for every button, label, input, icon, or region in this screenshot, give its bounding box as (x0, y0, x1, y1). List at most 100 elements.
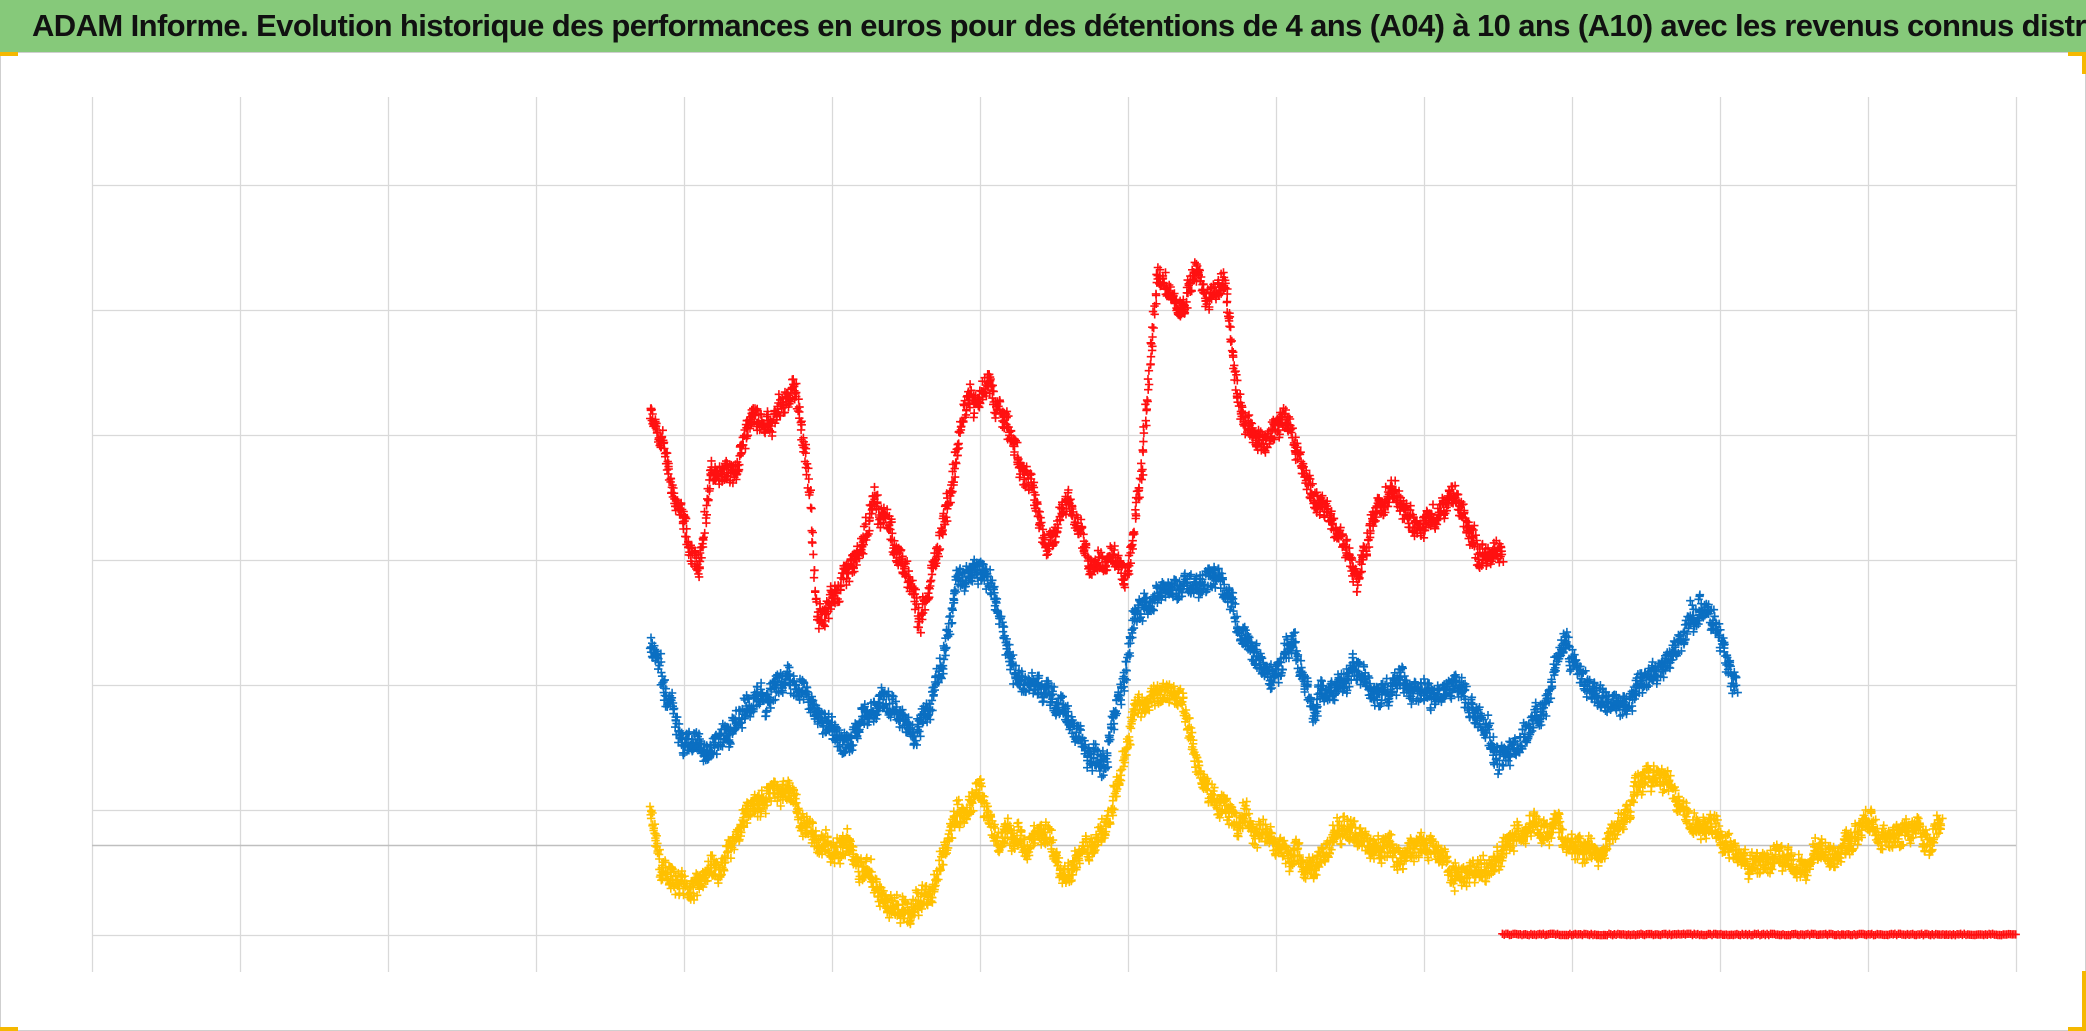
data-point-A10 (793, 406, 803, 416)
data-point-A10 (826, 582, 835, 591)
data-point-A10 (1159, 279, 1169, 288)
data-point-A08 (778, 688, 787, 697)
data-point-A10 (831, 589, 841, 598)
data-point-A10 (703, 494, 712, 504)
data-point-A10 (1129, 527, 1139, 537)
data-point-A10 (911, 585, 920, 594)
data-point-A10 (882, 505, 892, 514)
corner-mark-top-left (0, 52, 18, 56)
data-point-A10 (1138, 470, 1148, 480)
data-point-A10 (1148, 342, 1157, 351)
data-point-A08 (1493, 769, 1503, 779)
corner-mark-right-edge (2082, 52, 2086, 74)
data-point-A10 (1205, 302, 1214, 312)
data-point-A10 (1033, 499, 1042, 509)
data-point-A10 (1226, 322, 1235, 332)
data-point-A10 (1161, 268, 1170, 277)
data-point-A10 (694, 569, 703, 579)
data-point-A08 (1097, 772, 1106, 782)
data-point-A10 (1225, 322, 1234, 331)
data-point-A10 (809, 550, 818, 559)
data-point-A10 (896, 546, 905, 555)
data-point-A10 (804, 464, 813, 473)
data-point-A10 (867, 509, 876, 518)
data-point-A10 (1126, 559, 1135, 568)
data-point-A10 (1137, 459, 1146, 468)
data-point-A10 (695, 564, 704, 573)
title-bar: ADAM Informe. Evolution historique des p… (0, 0, 2086, 52)
data-point-A10 (1006, 426, 1016, 435)
data-point-A10 (865, 526, 874, 535)
data-point-A10 (792, 379, 801, 388)
data-point-A10 (1143, 374, 1153, 384)
data-point-A10 (1134, 483, 1144, 493)
data-point-A08 (646, 633, 656, 642)
data-point-A10 (1227, 336, 1236, 346)
data-point-A10 (1081, 543, 1091, 552)
data-point-A10 (1229, 352, 1238, 362)
data-point-A10 (995, 396, 1004, 405)
data-point-A10 (738, 433, 747, 442)
data-point-A10 (785, 393, 795, 402)
data-point-A10 (1053, 523, 1063, 533)
data-point-A10 (956, 422, 966, 432)
data-point-A10 (1128, 536, 1137, 545)
data-point-A10 (1055, 516, 1065, 525)
data-point-A10 (819, 620, 828, 630)
data-point-A10 (1144, 366, 1154, 375)
data-point-A10 (854, 554, 864, 563)
data-point-A10 (1068, 502, 1077, 511)
data-point-A10 (914, 603, 923, 612)
data-point-A10 (1146, 352, 1156, 361)
data-point-A10 (850, 567, 859, 576)
data-point-A10 (1138, 446, 1148, 455)
data-point-A10 (700, 528, 709, 538)
data-point-A10 (801, 449, 810, 458)
data-point-A10 (1065, 496, 1074, 505)
data-point-A10 (908, 576, 917, 585)
data-point-A10 (1152, 299, 1161, 308)
data-point-A10 (947, 488, 956, 498)
data-point-A10 (960, 401, 969, 410)
data-point-A10 (873, 490, 882, 500)
data-point-A10 (828, 592, 837, 602)
data-point-A10 (1035, 507, 1044, 516)
data-point-A10 (926, 581, 935, 591)
data-point-A08 (1038, 697, 1047, 707)
data-point-A10 (1002, 413, 1011, 422)
data-point-A10 (845, 577, 854, 586)
data-point-A10 (916, 628, 925, 637)
data-point-A10 (1066, 495, 1075, 504)
data-point-A10 (797, 420, 806, 429)
data-point-A10 (986, 376, 995, 385)
data-point-A10 (886, 535, 895, 544)
data-point-A10 (1158, 274, 1168, 283)
data-point-A10 (1137, 475, 1146, 484)
data-point-A10 (959, 417, 968, 427)
data-point-A10 (1114, 551, 1123, 560)
data-point-A10 (1143, 397, 1152, 406)
data-point-A10 (1142, 421, 1151, 430)
data-point-A10 (1010, 447, 1019, 457)
data-point-A10 (946, 498, 955, 507)
data-point-A10 (651, 415, 660, 424)
data-point-A10 (664, 475, 674, 485)
data-point-A10 (881, 513, 890, 522)
data-point-A10 (954, 443, 964, 453)
data-point-A10 (753, 404, 762, 414)
data-point-A10 (795, 402, 804, 412)
data-point-A10 (807, 537, 817, 547)
data-point-A10 (1124, 569, 1134, 579)
data-point-A10 (1195, 266, 1204, 275)
data-point-A10 (924, 594, 933, 603)
data-point-A10 (808, 528, 817, 537)
data-point-A10 (1180, 308, 1190, 317)
data-point-A10 (848, 568, 857, 577)
data-point-A10 (1182, 297, 1191, 307)
data-point-A10 (699, 535, 708, 545)
data-point-A10 (965, 380, 975, 389)
data-point-A10 (789, 375, 798, 384)
data-point-A10 (1051, 532, 1060, 541)
data-point-A10 (954, 427, 964, 436)
data-point-A10 (658, 426, 667, 435)
